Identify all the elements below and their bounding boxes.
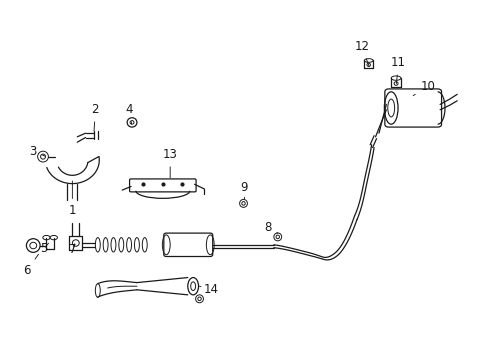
Text: 8: 8 bbox=[264, 221, 277, 234]
Text: 14: 14 bbox=[199, 283, 218, 296]
Text: 7: 7 bbox=[68, 243, 76, 256]
Text: 6: 6 bbox=[23, 254, 39, 277]
Text: 11: 11 bbox=[390, 57, 405, 84]
Text: 9: 9 bbox=[239, 181, 247, 199]
Text: 5: 5 bbox=[40, 242, 48, 255]
Text: 13: 13 bbox=[163, 148, 177, 178]
Text: 4: 4 bbox=[125, 103, 133, 124]
Text: 1: 1 bbox=[68, 181, 76, 217]
Text: 10: 10 bbox=[412, 80, 434, 96]
Text: 2: 2 bbox=[91, 103, 99, 131]
Text: 3: 3 bbox=[29, 145, 45, 158]
Text: 12: 12 bbox=[354, 40, 368, 67]
